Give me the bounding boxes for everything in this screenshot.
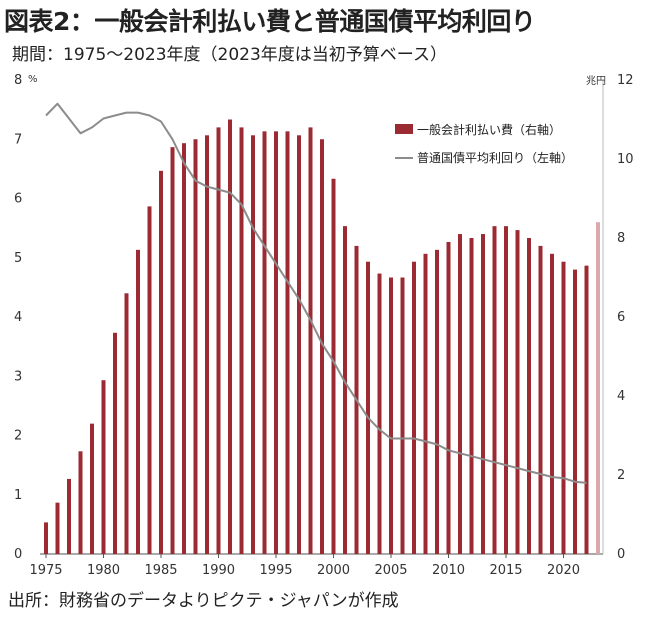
legend-label-line: 普通国債平均利回り（左軸） [417,150,573,165]
right-axis-tick-label: 8 [617,231,625,246]
left-axis-tick-label: 3 [14,369,22,384]
interest-bar-forecast [596,222,600,554]
legend-swatch-bar [395,124,413,134]
interest-bar [584,265,589,554]
left-axis-unit: % [28,74,38,85]
interest-bar [389,277,393,554]
right-axis-tick-label: 10 [617,152,634,167]
x-axis-tick-label: 2015 [489,563,522,578]
interest-bar [550,253,554,555]
yield-line [45,102,587,484]
right-axis-tick-label: 12 [617,73,634,88]
interest-bar [170,147,175,554]
interest-bar [78,451,83,554]
source-note: 出所：財務省のデータよりピクテ・ジャパンが作成 [8,591,399,611]
interest-bar [101,380,106,554]
left-axis-tick-label: 6 [14,192,22,207]
right-axis-tick-label: 6 [617,310,625,325]
x-axis-tick-label: 2000 [317,563,350,578]
interest-bar [400,277,405,554]
left-axis-tick-label: 2 [14,429,22,444]
x-axis-tick-label: 2005 [374,563,407,578]
interest-bar [67,478,71,554]
x-axis-tick-label: 2010 [432,563,465,578]
interest-bar [159,170,163,554]
left-axis-tick-label: 7 [14,132,22,147]
interest-bar [251,135,255,555]
interest-bar [147,206,152,554]
left-axis-tick-label: 0 [14,547,22,562]
interest-bar [366,261,370,554]
interest-bar [297,135,301,555]
x-axis-tick-label: 1990 [202,563,235,578]
interest-bar [136,249,140,554]
interest-bar [343,226,347,554]
interest-bar [331,178,336,554]
interest-bar [228,119,232,554]
interest-bar [458,234,462,555]
interest-bar [377,273,382,554]
interest-bar [308,127,313,555]
legend-label-bar: 一般会計利払い費（右軸） [417,122,561,137]
interest-bar [124,293,129,554]
right-axis-tick-label: 0 [617,547,625,562]
x-axis-tick-label: 1995 [259,563,292,578]
interest-bar [423,253,428,555]
left-axis-tick-label: 8 [14,73,22,88]
interest-bar [55,502,60,554]
interest-bar [113,332,117,554]
chart-title: 図表2：一般会計利払い費と普通国債平均利回り [4,7,536,36]
interest-bar [435,249,439,554]
left-axis-tick-label: 5 [14,251,22,266]
interest-bar [239,127,244,555]
interest-bar [205,135,209,555]
left-axis-tick-label: 4 [14,310,22,325]
x-axis-tick-label: 2020 [547,563,580,578]
interest-bar [90,423,94,554]
interest-bar [193,139,198,554]
interest-bar [182,143,186,554]
interest-bar [481,234,485,555]
interest-bar [412,261,416,554]
x-axis-tick-label: 1975 [29,563,62,578]
interest-bar [44,522,48,554]
interest-bar [527,238,531,554]
chart-subtitle: 期間：1975～2023年度（2023年度は当初予算ベース） [12,45,447,65]
right-axis-tick-label: 4 [617,389,625,404]
right-axis-unit: 兆円 [586,75,606,87]
interest-bar [216,127,221,555]
interest-bar [492,226,497,554]
interest-bar [262,131,267,554]
interest-bar [515,230,520,554]
x-axis-tick-label: 1985 [144,563,177,578]
left-axis-tick-label: 1 [14,488,22,503]
right-axis-tick-label: 2 [617,468,625,483]
interest-bar [446,241,451,554]
interest-bar [538,245,543,554]
interest-bar [504,226,508,554]
interest-bar [274,131,278,554]
interest-bar [320,139,324,554]
interest-bar [561,261,566,554]
interest-bar [285,131,290,554]
x-axis-tick-label: 1980 [87,563,120,578]
interest-bar [573,269,577,554]
interest-bar [469,238,474,554]
